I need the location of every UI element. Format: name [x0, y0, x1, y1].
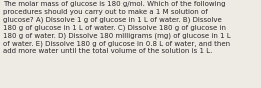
Text: The molar mass of glucose is 180 g/mol. Which of the following
procedures should: The molar mass of glucose is 180 g/mol. … — [3, 1, 231, 54]
